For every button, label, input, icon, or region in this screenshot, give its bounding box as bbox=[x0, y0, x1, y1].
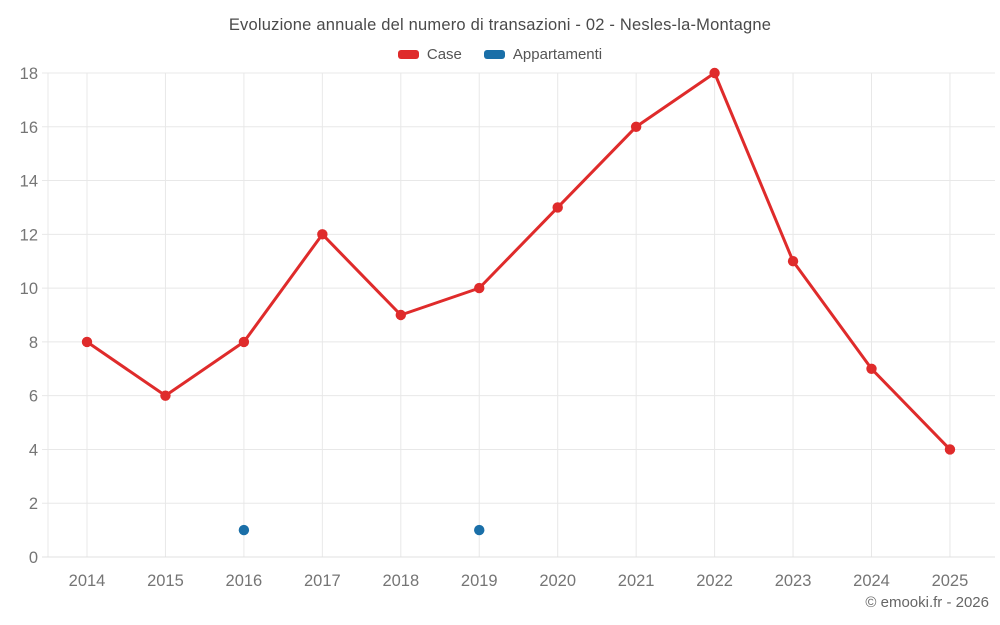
x-axis-tick-label: 2015 bbox=[147, 572, 184, 590]
case-data-point[interactable] bbox=[317, 229, 328, 240]
y-axis-tick-label: 10 bbox=[20, 280, 38, 298]
legend-item-appartamenti[interactable]: Appartamenti bbox=[483, 46, 603, 63]
case-swatch-icon bbox=[397, 50, 419, 59]
x-axis-tick-label: 2025 bbox=[932, 572, 969, 590]
y-axis-tick-label: 8 bbox=[29, 334, 38, 352]
x-axis-tick-label: 2021 bbox=[618, 572, 655, 590]
x-axis-tick-label: 2017 bbox=[304, 572, 341, 590]
case-data-point[interactable] bbox=[81, 336, 93, 348]
case-data-point[interactable] bbox=[238, 336, 250, 348]
case-data-point[interactable] bbox=[552, 202, 563, 213]
legend-item-case[interactable]: Case bbox=[397, 46, 462, 63]
appartamenti-swatch-icon bbox=[483, 50, 505, 59]
case-series-line[interactable] bbox=[85, 71, 952, 451]
x-axis-tick-label: 2014 bbox=[69, 572, 106, 590]
y-axis-tick-label: 14 bbox=[20, 173, 38, 191]
x-axis-tick-label: 2016 bbox=[226, 572, 263, 590]
chart-title: Evoluzione annuale del numero di transaz… bbox=[228, 16, 772, 34]
y-axis-tick-label: 12 bbox=[20, 226, 38, 244]
x-axis-tick-label: 2022 bbox=[696, 572, 733, 590]
case-data-point[interactable] bbox=[944, 444, 956, 455]
case-data-point[interactable] bbox=[395, 309, 406, 321]
legend-label-appartamenti: Appartamenti bbox=[512, 46, 603, 63]
copyright-text: © emooki.fr - 2026 bbox=[865, 594, 989, 611]
y-axis-tick-label: 0 bbox=[29, 549, 38, 567]
case-data-point[interactable] bbox=[787, 256, 799, 267]
case-data-point[interactable] bbox=[474, 282, 485, 294]
appartamenti-data-point[interactable] bbox=[474, 524, 485, 536]
y-axis-tick-label: 6 bbox=[29, 388, 38, 406]
x-axis-tick-label: 2020 bbox=[539, 572, 576, 590]
case-data-point[interactable] bbox=[866, 363, 877, 374]
case-data-point[interactable] bbox=[709, 67, 720, 79]
x-axis-tick-label: 2024 bbox=[853, 572, 890, 590]
x-axis-tick-label: 2019 bbox=[461, 572, 498, 590]
y-axis-tick-label: 18 bbox=[20, 65, 38, 83]
appartamenti-data-point[interactable] bbox=[238, 524, 250, 536]
y-axis-tick-label: 16 bbox=[20, 119, 38, 137]
legend-label-case: Case bbox=[426, 46, 462, 63]
legend: Case Appartamenti bbox=[0, 46, 1000, 63]
y-axis-tick-label: 2 bbox=[29, 495, 38, 513]
case-data-point[interactable] bbox=[630, 121, 642, 132]
x-axis-tick-label: 2018 bbox=[382, 572, 419, 590]
x-axis-tick-label: 2023 bbox=[775, 572, 812, 590]
case-data-point[interactable] bbox=[160, 390, 171, 401]
y-axis-tick-label: 4 bbox=[29, 441, 38, 459]
